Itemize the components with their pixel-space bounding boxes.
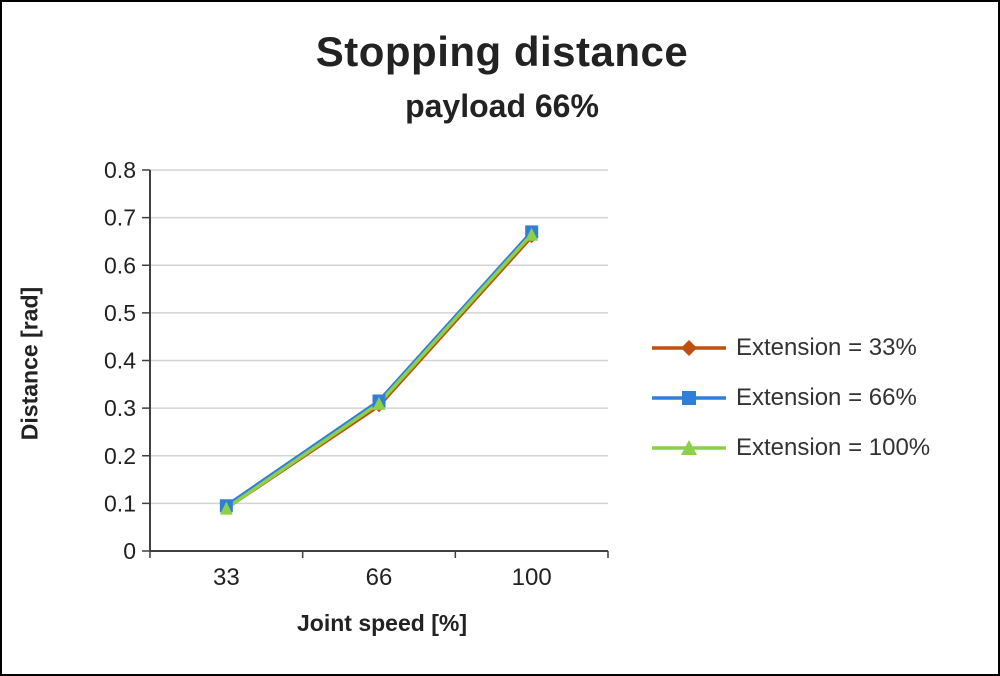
legend-label: Extension = 33%	[736, 334, 917, 361]
y-tick-label: 0.3	[104, 395, 136, 421]
y-tick-label: 0.8	[104, 157, 136, 183]
triangle-marker	[372, 396, 386, 410]
series-line-0	[224, 234, 534, 510]
triangle-marker	[219, 501, 233, 515]
x-axis-title: Joint speed [%]	[297, 610, 467, 636]
chart-subtitle: payload 66%	[405, 88, 599, 124]
triangle-legend-swatch	[652, 440, 726, 455]
y-tick-label: 0	[123, 538, 136, 564]
y-tick-label: 0.4	[104, 348, 136, 374]
y-tick-label: 0.2	[104, 443, 136, 469]
y-tick-label: 0.7	[104, 205, 136, 231]
square-legend-swatch	[652, 391, 726, 405]
legend-label: Extension = 100%	[736, 434, 931, 461]
y-tick-label: 0.6	[104, 252, 136, 278]
x-tick-label: 100	[512, 564, 552, 591]
x-tick-label: 33	[213, 564, 240, 591]
legend-item-2: Extension = 100%	[650, 434, 990, 462]
diamond-legend-swatch	[652, 340, 726, 356]
y-tick-label: 0.1	[104, 490, 136, 516]
legend-label: Extension = 66%	[736, 384, 917, 411]
chart-title: Stopping distance	[315, 28, 689, 75]
series-line-2	[224, 232, 534, 510]
legend-item-1: Extension = 66%	[650, 384, 990, 412]
triangle-marker	[525, 227, 539, 241]
y-tick-label: 0.5	[104, 300, 136, 326]
square-icon	[682, 391, 696, 405]
legend-item-0: Extension = 33%	[650, 334, 990, 362]
series-line-1	[224, 230, 534, 508]
legend: Extension = 33% Extension = 66% Extension …	[650, 334, 990, 462]
x-tick-label: 66	[366, 564, 393, 591]
diamond-icon	[681, 340, 697, 356]
triangle-icon	[681, 440, 697, 455]
